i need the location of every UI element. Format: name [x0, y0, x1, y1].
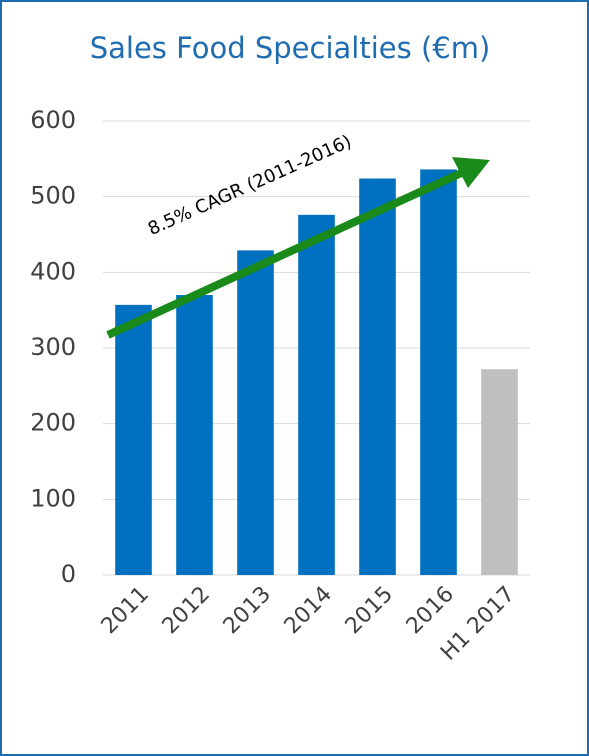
bar	[237, 250, 274, 575]
bar	[115, 304, 152, 575]
plot: 0 100 200 300 400 500 600 2011 2012 2013 2014 2015 2…	[30, 106, 530, 666]
y-tick-label: 100	[30, 484, 76, 512]
chart-title: Sales Food Specialties (€m)	[90, 31, 491, 65]
bar	[420, 169, 457, 575]
bar	[176, 295, 213, 575]
y-tick-label: 600	[30, 106, 76, 134]
bar	[481, 369, 518, 575]
bar	[298, 214, 335, 575]
x-tick-label: 2012	[158, 582, 215, 639]
arrow-head	[452, 157, 490, 188]
bar	[359, 178, 396, 576]
x-tick-label: 2016	[402, 582, 459, 639]
y-tick-label: 300	[30, 333, 76, 361]
cagr-arrow	[106, 157, 490, 339]
y-tick-label: 500	[30, 182, 76, 210]
y-tick-label: 400	[30, 257, 76, 285]
x-tick-label: 2015	[341, 582, 398, 639]
y-tick-label: 200	[30, 409, 76, 437]
x-tick-label: 2014	[280, 582, 337, 639]
y-tick-label: 0	[61, 560, 76, 588]
x-tick-label: 2011	[97, 582, 154, 639]
arrow-shaft	[106, 165, 472, 339]
x-tick-label: 2013	[219, 582, 276, 639]
